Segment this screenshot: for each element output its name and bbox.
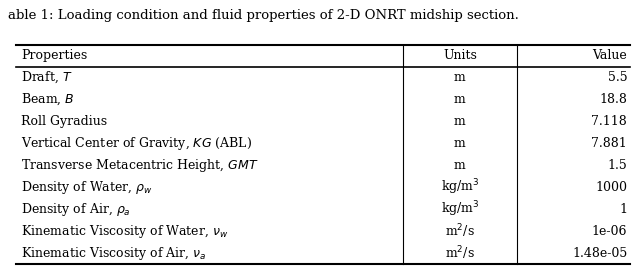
Text: Beam, $B$: Beam, $B$	[21, 92, 75, 107]
Text: m$^2$/s: m$^2$/s	[445, 222, 475, 240]
Text: 1: 1	[620, 203, 627, 216]
Text: m: m	[454, 71, 466, 84]
Text: m: m	[454, 159, 466, 172]
Text: kg/m$^3$: kg/m$^3$	[440, 178, 479, 197]
Text: Kinematic Viscosity of Air, $\nu_a$: Kinematic Viscosity of Air, $\nu_a$	[21, 245, 207, 262]
Text: 7.118: 7.118	[591, 115, 627, 128]
Text: kg/m$^3$: kg/m$^3$	[440, 199, 479, 219]
Text: Density of Air, $\rho_a$: Density of Air, $\rho_a$	[21, 201, 131, 218]
Text: Transverse Metacentric Height, $GMT$: Transverse Metacentric Height, $GMT$	[21, 157, 259, 174]
Text: able 1: Loading condition and fluid properties of 2-D ONRT midship section.: able 1: Loading condition and fluid prop…	[8, 9, 518, 22]
Text: 18.8: 18.8	[599, 93, 627, 106]
Text: 5.5: 5.5	[607, 71, 627, 84]
Text: Properties: Properties	[21, 49, 88, 62]
Text: Value: Value	[593, 49, 627, 62]
Text: m$^2$/s: m$^2$/s	[445, 244, 475, 262]
Text: 1000: 1000	[595, 181, 627, 194]
Text: 7.881: 7.881	[591, 137, 627, 150]
Text: Draft, $T$: Draft, $T$	[21, 70, 72, 85]
Text: 1.48e-05: 1.48e-05	[572, 247, 627, 260]
Text: Units: Units	[443, 49, 477, 62]
Text: m: m	[454, 93, 466, 106]
Text: Roll Gyradius: Roll Gyradius	[21, 115, 108, 128]
Text: 1.5: 1.5	[607, 159, 627, 172]
Text: Density of Water, $\rho_w$: Density of Water, $\rho_w$	[21, 179, 153, 196]
Text: Kinematic Viscosity of Water, $\nu_w$: Kinematic Viscosity of Water, $\nu_w$	[21, 223, 228, 240]
Text: m: m	[454, 137, 466, 150]
Text: Vertical Center of Gravity, $KG$ (ABL): Vertical Center of Gravity, $KG$ (ABL)	[21, 135, 252, 152]
Text: m: m	[454, 115, 466, 128]
Text: 1e-06: 1e-06	[592, 225, 627, 238]
